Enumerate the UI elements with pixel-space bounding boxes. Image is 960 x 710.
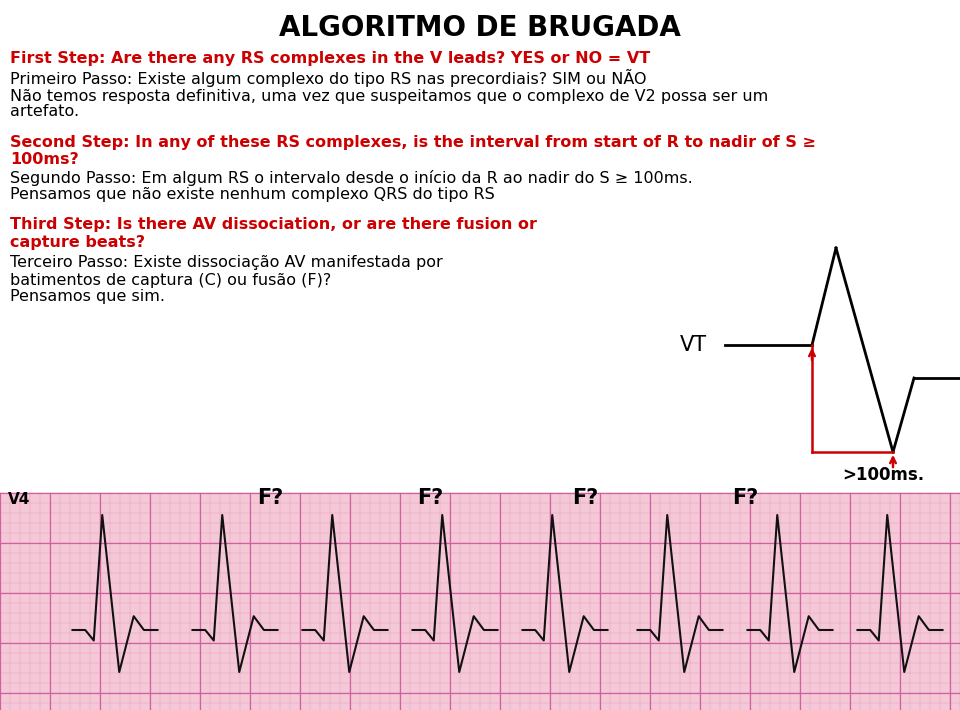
Text: Second Step: In any of these RS complexes, is the interval from start of R to na: Second Step: In any of these RS complexe… [10, 134, 816, 150]
Text: capture beats?: capture beats? [10, 236, 145, 251]
Text: V4: V4 [8, 493, 31, 508]
Text: batimentos de captura (C) ou fusão (F)?: batimentos de captura (C) ou fusão (F)? [10, 273, 331, 288]
Text: artefato.: artefato. [10, 104, 79, 119]
Text: Third Step: Is there AV dissociation, or are there fusion or: Third Step: Is there AV dissociation, or… [10, 217, 537, 232]
Text: VT: VT [680, 335, 708, 355]
Text: F?: F? [572, 488, 598, 508]
Text: First Step: Are there any RS complexes in the V leads? YES or NO = VT: First Step: Are there any RS complexes i… [10, 50, 650, 65]
Text: F?: F? [417, 488, 444, 508]
Text: >100ms.: >100ms. [842, 466, 924, 484]
Text: Terceiro Passo: Existe dissociação AV manifestada por: Terceiro Passo: Existe dissociação AV m… [10, 256, 443, 271]
Bar [0, 493, 960, 710]
Text: Não temos resposta definitiva, uma vez que suspeitamos que o complexo de V2 poss: Não temos resposta definitiva, uma vez q… [10, 89, 768, 104]
Text: Pensamos que não existe nenhum complexo QRS do tipo RS: Pensamos que não existe nenhum complexo … [10, 187, 494, 202]
Text: Segundo Passo: Em algum RS o intervalo desde o início da R ao nadir do S ≥ 100ms: Segundo Passo: Em algum RS o intervalo d… [10, 170, 693, 186]
Text: F?: F? [732, 488, 758, 508]
Text: Pensamos que sim.: Pensamos que sim. [10, 290, 165, 305]
Text: Primeiro Passo: Existe algum complexo do tipo RS nas precordiais? SIM ou NÃO: Primeiro Passo: Existe algum complexo do… [10, 69, 646, 87]
Text: ALGORITMO DE BRUGADA: ALGORITMO DE BRUGADA [279, 14, 681, 42]
Text: F?: F? [257, 488, 283, 508]
Text: 100ms?: 100ms? [10, 153, 79, 168]
